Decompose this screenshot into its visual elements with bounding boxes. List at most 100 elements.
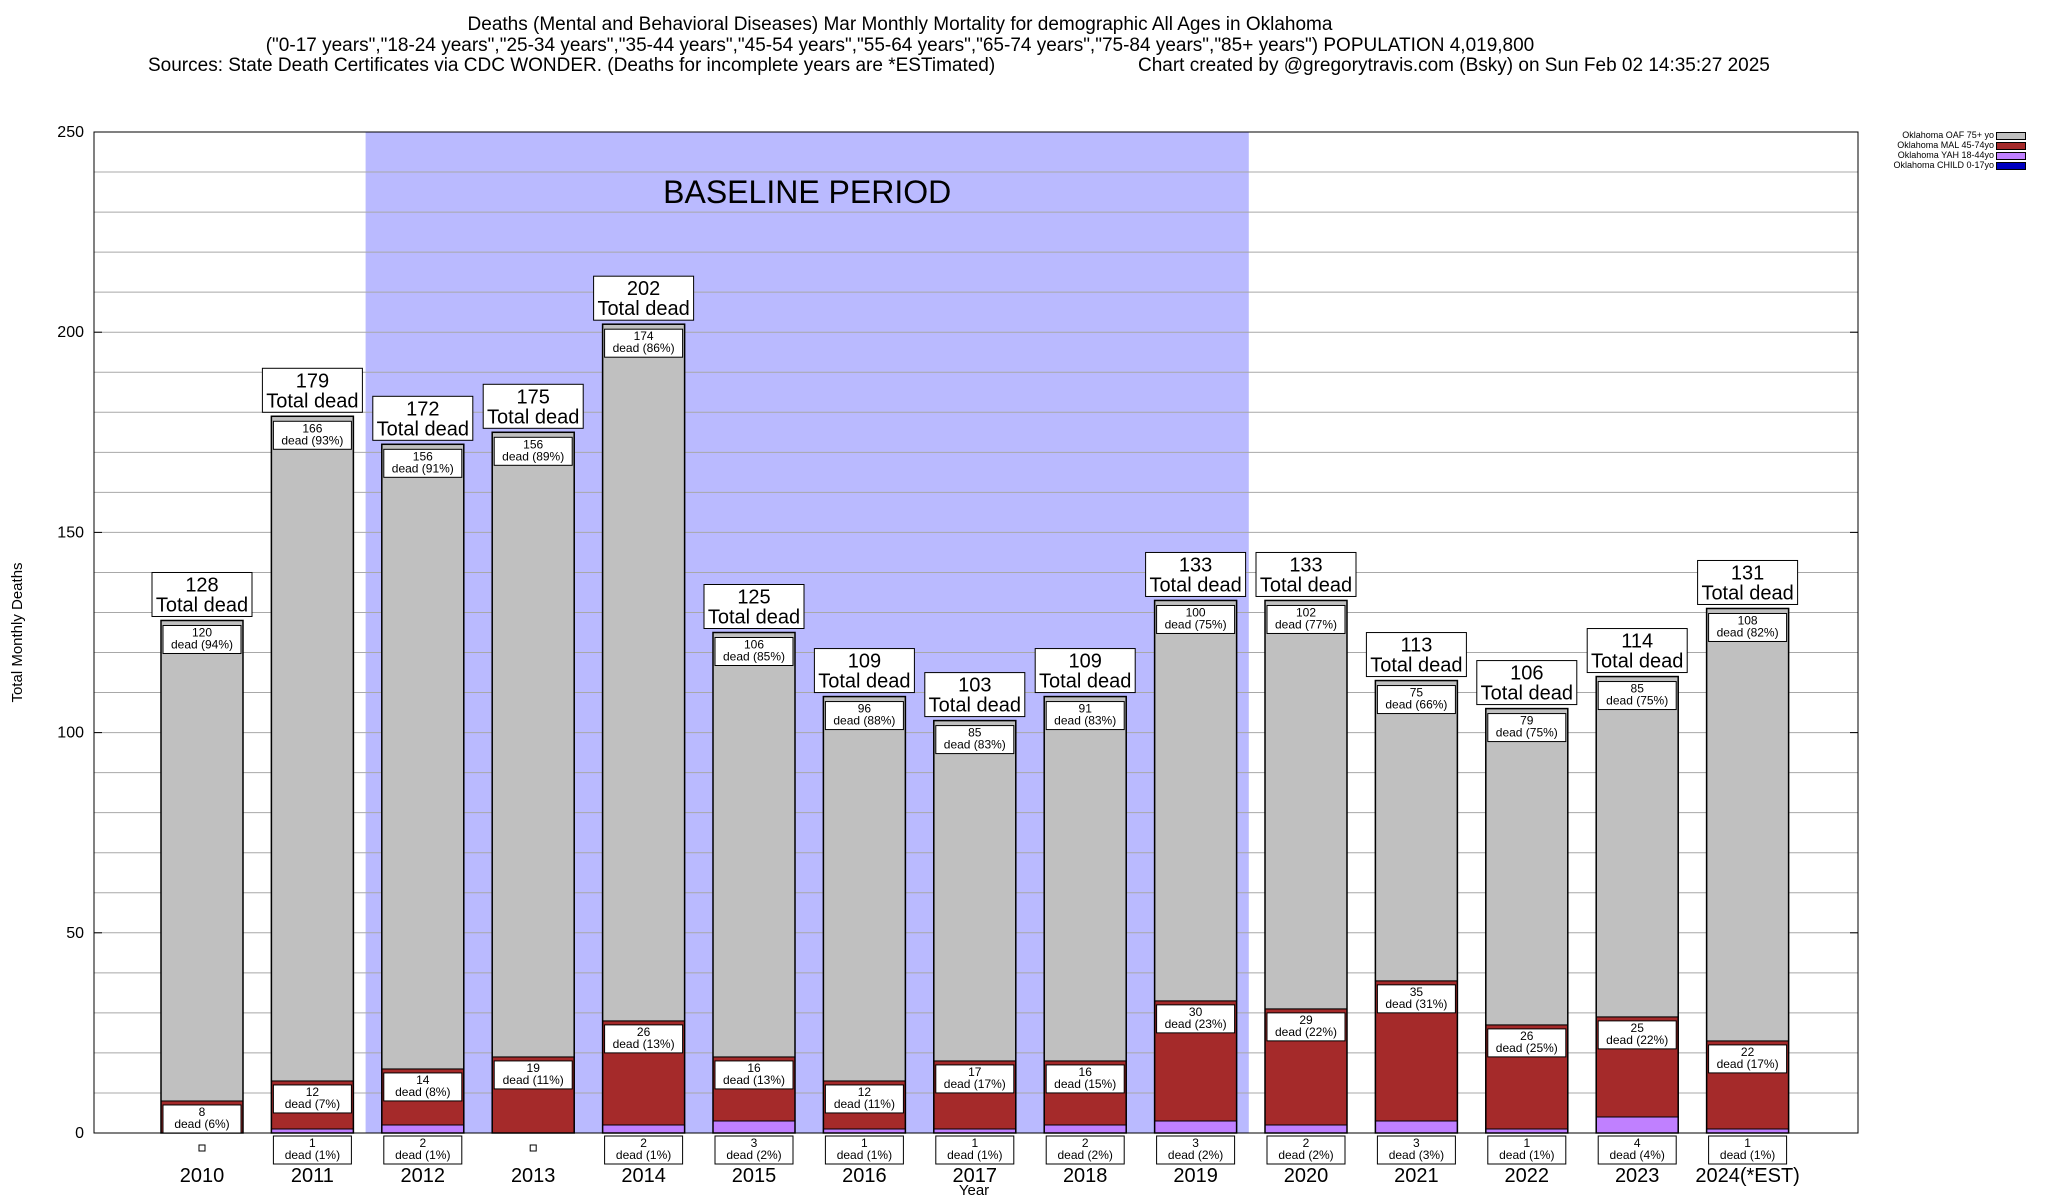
x-tick-label: 2024(*EST): [1695, 1165, 1800, 1187]
yah-value-label-box: [1266, 1135, 1346, 1165]
legend-swatch: [1996, 142, 2026, 150]
oaf-value-label: dead (93%): [281, 433, 343, 447]
x-tick-label: 2023: [1615, 1165, 1660, 1187]
total-suffix-label: Total dead: [1039, 671, 1131, 693]
total-value-label: 133: [1179, 554, 1212, 576]
oaf-bar: [491, 431, 575, 1058]
oaf-value-label: dead (83%): [1054, 714, 1116, 728]
mal-value-label-box: [383, 1072, 463, 1102]
oaf-value-label-box: [1597, 681, 1677, 711]
total-suffix-label: Total dead: [708, 607, 800, 629]
stacked-bar-outline: [1043, 695, 1127, 1134]
stacked-bar-outline: [712, 631, 796, 1134]
y-tick-label: 150: [57, 524, 84, 541]
total-label-box: [1476, 660, 1578, 706]
total-value-label: 125: [737, 587, 770, 609]
oaf-bar: [933, 720, 1017, 1062]
mal-value-label-box: [493, 1060, 573, 1090]
total-label-box: [1145, 551, 1247, 597]
mal-value-label-box: [162, 1104, 242, 1134]
yah-value-label: 2: [419, 1136, 426, 1150]
oaf-value-label: dead (86%): [613, 341, 675, 355]
total-value-label: 103: [958, 675, 991, 697]
yah-marker: [198, 1144, 206, 1152]
oaf-value-label: 108: [1738, 613, 1758, 627]
oaf-value-label: 156: [523, 437, 543, 451]
yah-marker: [529, 1144, 537, 1152]
mal-value-label: 35: [1410, 985, 1424, 999]
yah-value-label: 2: [1303, 1136, 1310, 1150]
oaf-value-label: dead (75%): [1496, 726, 1558, 740]
baseline-period-label: BASELINE PERIOD: [663, 174, 951, 210]
chart-subtitle: ("0-17 years","18-24 years","25-34 years…: [265, 35, 1535, 56]
oaf-value-label-box: [714, 637, 794, 666]
x-tick-label: 2016: [842, 1165, 887, 1187]
x-tick-label: 2012: [401, 1165, 446, 1187]
yah-value-label-box: [1376, 1135, 1456, 1165]
mal-value-label-box: [1266, 1012, 1346, 1042]
mal-value-label: 12: [858, 1085, 872, 1099]
oaf-value-label: dead (88%): [833, 714, 895, 728]
yah-value-label: 2: [640, 1136, 647, 1150]
stacked-bar-outline: [1153, 599, 1238, 1134]
yah-value-label: dead (2%): [1278, 1148, 1333, 1162]
oaf-bar: [1485, 708, 1569, 1026]
yah-value-label: dead (2%): [726, 1148, 781, 1162]
yah-value-label: 4: [1634, 1136, 1641, 1150]
oaf-value-label: 79: [1520, 714, 1534, 728]
total-label-box: [703, 584, 805, 629]
yah-value-label: dead (3%): [1389, 1148, 1444, 1162]
total-suffix-label: Total dead: [818, 671, 910, 693]
mal-value-label-box: [824, 1084, 904, 1114]
oaf-value-label: 120: [192, 625, 212, 639]
yah-value-label-box: [1597, 1135, 1677, 1165]
oaf-value-label-box: [1376, 685, 1456, 715]
mal-value-label-box: [272, 1084, 352, 1114]
yah-value-label-box: [714, 1135, 794, 1165]
mal-value-label: dead (17%): [944, 1077, 1006, 1091]
yah-bar: [1043, 1124, 1127, 1134]
total-label-box: [1034, 648, 1136, 694]
oaf-value-label: dead (82%): [1717, 625, 1779, 639]
yah-value-label: dead (1%): [837, 1148, 892, 1162]
legend-item: Oklahoma CHILD 0-17yo: [1840, 160, 2040, 170]
stacked-bar-outline: [491, 431, 575, 1134]
oaf-bar: [1706, 607, 1790, 1042]
mal-value-label: 16: [1079, 1065, 1093, 1079]
yah-value-label: 1: [1744, 1136, 1751, 1150]
total-suffix-label: Total dead: [487, 406, 579, 428]
mal-value-label: 30: [1189, 1005, 1203, 1019]
legend-label: Oklahoma MAL 45-74yo: [1897, 140, 1994, 150]
oaf-value-label: dead (66%): [1385, 698, 1447, 712]
mal-value-label-box: [1156, 1004, 1236, 1034]
yah-bar: [1154, 1120, 1238, 1134]
mal-value-label-box: [604, 1024, 684, 1054]
total-label-box: [261, 367, 363, 413]
x-tick-label: 2015: [732, 1165, 777, 1187]
x-tick-label: 2014: [621, 1165, 666, 1187]
oaf-bar: [381, 443, 465, 1070]
stacked-bar-outline: [1264, 599, 1348, 1134]
y-axis-label: Total Monthly Deaths: [9, 562, 26, 702]
yah-bar: [712, 1120, 796, 1134]
mal-value-label: dead (6%): [174, 1117, 229, 1131]
x-tick-label: 2017: [953, 1165, 998, 1187]
mal-value-label: 22: [1741, 1045, 1755, 1059]
oaf-value-label: 100: [1186, 605, 1206, 619]
x-tick-label: 2013: [511, 1165, 556, 1187]
mal-value-label: dead (31%): [1385, 997, 1447, 1011]
stacked-bar-outline: [822, 695, 907, 1134]
oaf-value-label: dead (77%): [1275, 617, 1337, 631]
yah-bar: [381, 1124, 465, 1134]
x-axis-label: Year: [959, 1182, 989, 1199]
oaf-bar: [602, 323, 686, 1022]
yah-value-label-box: [1708, 1135, 1788, 1165]
oaf-value-label-box: [1045, 701, 1125, 731]
yah-value-label: dead (1%): [1499, 1148, 1554, 1162]
oaf-bar: [1264, 599, 1348, 1010]
total-suffix-label: Total dead: [1481, 683, 1573, 705]
mal-value-label: dead (17%): [1717, 1057, 1779, 1071]
total-suffix-label: Total dead: [1260, 574, 1352, 596]
total-value-label: 113: [1400, 635, 1432, 657]
